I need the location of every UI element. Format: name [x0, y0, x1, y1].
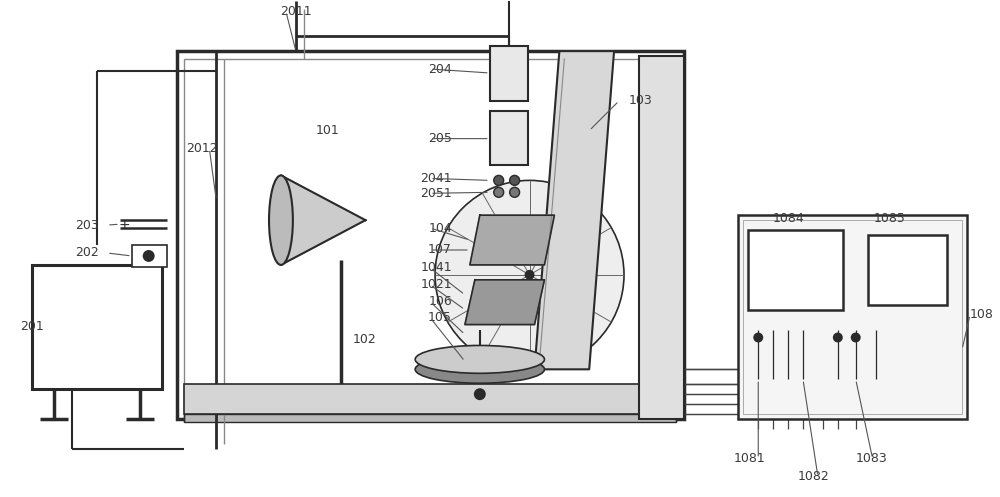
- Ellipse shape: [269, 175, 293, 265]
- Polygon shape: [535, 51, 614, 369]
- Text: +: +: [118, 218, 130, 232]
- Text: 2012: 2012: [186, 142, 218, 155]
- Bar: [738, 215, 967, 419]
- Polygon shape: [281, 175, 365, 265]
- Circle shape: [494, 175, 504, 185]
- Circle shape: [833, 332, 843, 342]
- Text: 1021: 1021: [420, 278, 452, 291]
- Text: 1041: 1041: [420, 261, 452, 274]
- Circle shape: [510, 175, 520, 185]
- Ellipse shape: [415, 355, 544, 383]
- Text: 105: 105: [428, 311, 452, 324]
- Text: 106: 106: [428, 295, 452, 308]
- Bar: [868, 235, 947, 305]
- Circle shape: [510, 187, 520, 197]
- Text: 202: 202: [75, 247, 99, 259]
- Text: 1081: 1081: [733, 452, 765, 465]
- Text: 2041: 2041: [420, 172, 452, 185]
- Polygon shape: [465, 280, 544, 325]
- Text: 103: 103: [629, 94, 653, 107]
- Text: 204: 204: [428, 63, 452, 76]
- Text: 203: 203: [75, 219, 99, 232]
- Text: 1085: 1085: [874, 212, 905, 225]
- Text: 102: 102: [353, 333, 376, 346]
- Text: 1082: 1082: [798, 470, 830, 483]
- Circle shape: [474, 388, 486, 400]
- Bar: [490, 46, 528, 101]
- Bar: [490, 111, 528, 166]
- Bar: [748, 230, 843, 310]
- Text: 108: 108: [970, 308, 994, 321]
- Text: 205: 205: [428, 132, 452, 145]
- Bar: [132, 245, 167, 267]
- Text: 2011: 2011: [280, 5, 312, 18]
- Bar: [177, 51, 684, 419]
- Bar: [184, 384, 676, 414]
- Circle shape: [494, 187, 504, 197]
- Bar: [184, 414, 676, 422]
- Ellipse shape: [415, 345, 544, 373]
- Bar: [32, 265, 162, 389]
- Text: 107: 107: [428, 244, 452, 256]
- Circle shape: [753, 332, 763, 342]
- Bar: [743, 220, 962, 414]
- Circle shape: [851, 332, 861, 342]
- Text: 101: 101: [316, 124, 339, 137]
- Circle shape: [143, 250, 155, 262]
- Bar: [184, 59, 676, 411]
- Text: 104: 104: [428, 222, 452, 235]
- Circle shape: [525, 270, 535, 280]
- Circle shape: [435, 180, 624, 369]
- Text: 201: 201: [20, 320, 44, 333]
- Bar: [639, 56, 684, 419]
- Polygon shape: [470, 215, 554, 265]
- Text: 1083: 1083: [856, 452, 887, 465]
- Text: 1084: 1084: [773, 212, 805, 225]
- Text: 2051: 2051: [420, 187, 452, 200]
